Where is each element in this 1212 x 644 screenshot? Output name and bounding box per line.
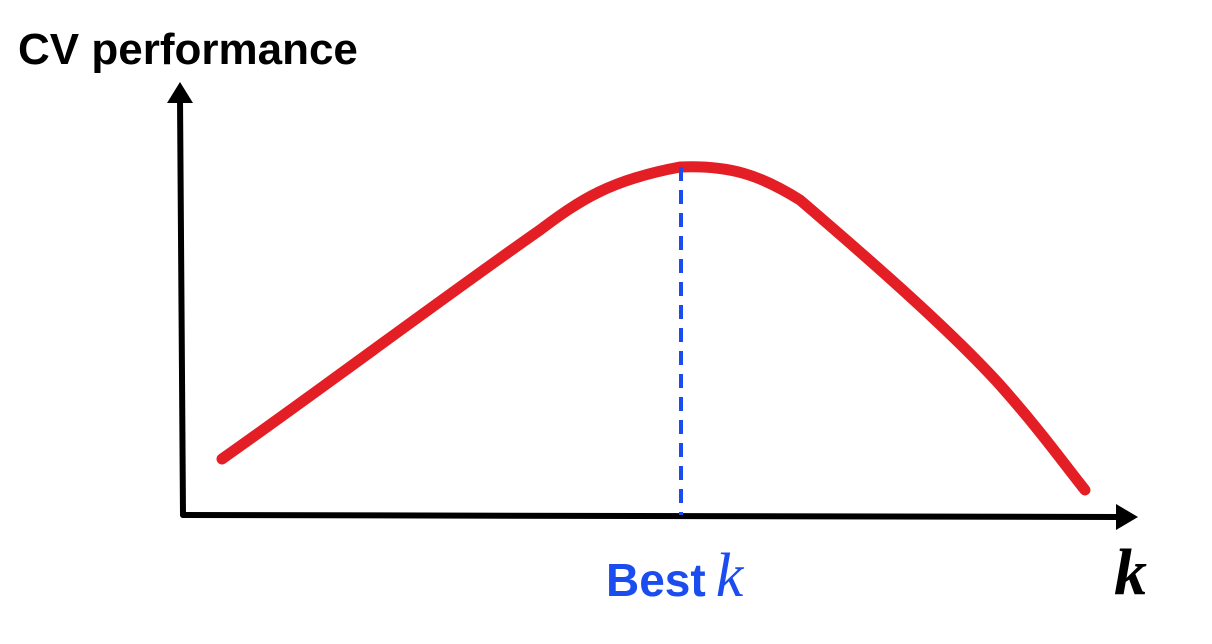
- y-axis-label: CV performance: [18, 25, 358, 74]
- y-axis-line: [177, 95, 186, 518]
- cv-performance-curve: [216, 161, 1091, 496]
- x-axis-arrowhead: [1116, 504, 1138, 530]
- best-k-label-word: Best: [606, 554, 706, 606]
- best-k-label-variable: k: [715, 542, 744, 610]
- y-axis-arrowhead: [167, 82, 193, 103]
- x-axis-label: k: [1114, 536, 1147, 609]
- x-axis-line: [180, 512, 1121, 520]
- best-k-label: Best k: [606, 545, 743, 607]
